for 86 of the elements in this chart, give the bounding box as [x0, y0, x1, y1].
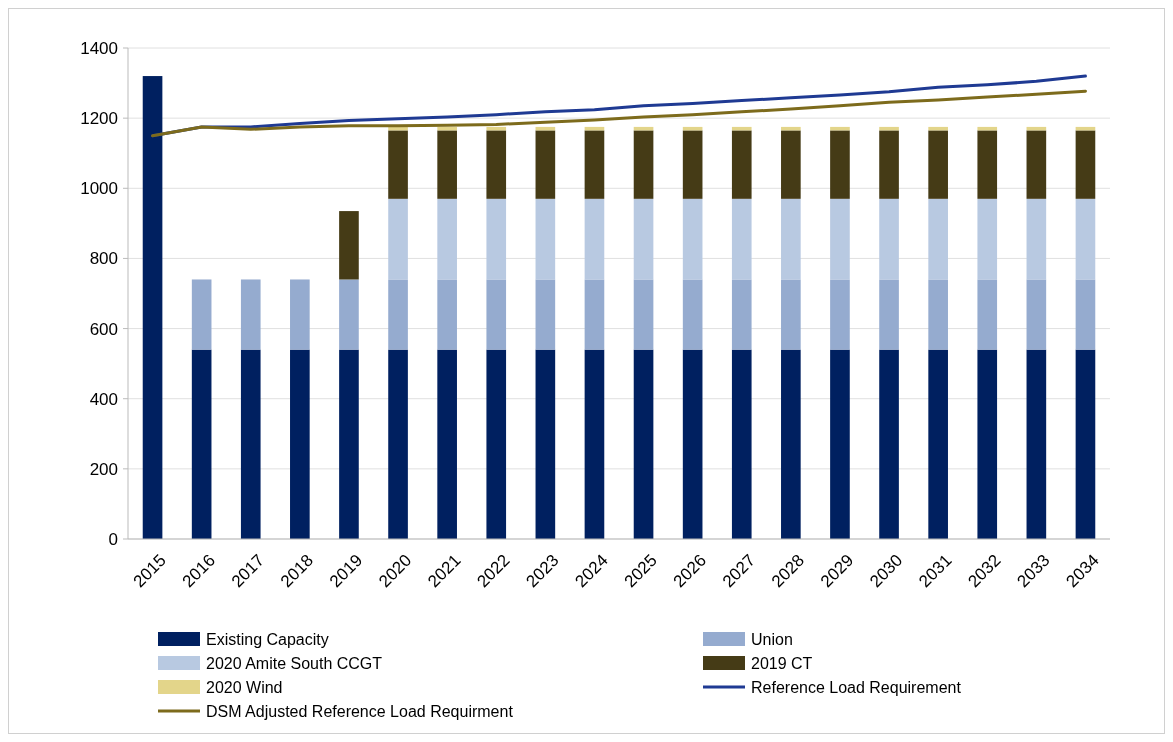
- legend-label: Union: [751, 630, 793, 648]
- bar: [928, 279, 948, 350]
- bar: [1075, 349, 1096, 539]
- legend-label: 2020 Amite South CCGT: [206, 654, 383, 672]
- bar: [879, 349, 899, 539]
- bar: [535, 198, 556, 280]
- bar: [437, 130, 457, 199]
- bar: [879, 130, 899, 199]
- bar: [388, 130, 408, 199]
- bar: [437, 279, 457, 350]
- bar: [535, 349, 556, 539]
- bar: [339, 279, 359, 350]
- bar: [781, 349, 801, 539]
- bar: [535, 130, 556, 199]
- bar: [1075, 198, 1096, 280]
- bar: [633, 349, 654, 539]
- bar: [633, 279, 654, 350]
- bar: [191, 349, 212, 539]
- bar: [142, 76, 163, 539]
- bar: [486, 198, 507, 280]
- bar: [830, 349, 850, 539]
- bar: [437, 198, 457, 280]
- y-tick-label: 1400: [80, 38, 118, 58]
- y-tick-label: 800: [89, 249, 118, 269]
- bar: [830, 198, 850, 280]
- bar: [240, 279, 261, 350]
- bar: [486, 130, 507, 199]
- bar: [339, 349, 359, 539]
- bar: [977, 130, 998, 199]
- bar: [977, 279, 998, 350]
- bar: [388, 279, 408, 350]
- bar: [682, 198, 703, 280]
- bar: [633, 198, 654, 280]
- bar: [781, 130, 801, 199]
- bar: [1075, 279, 1096, 350]
- bar: [830, 130, 850, 199]
- bar: [977, 349, 998, 539]
- bar: [584, 130, 605, 199]
- bar: [290, 279, 310, 350]
- bar: [731, 279, 752, 350]
- bar: [584, 349, 605, 539]
- y-tick-label: 0: [108, 529, 118, 549]
- bar: [633, 130, 654, 199]
- bar: [879, 279, 899, 350]
- bar: [535, 279, 556, 350]
- bar: [1075, 130, 1096, 199]
- legend-label: Reference Load Requirement: [751, 678, 962, 696]
- bar: [1026, 279, 1047, 350]
- y-tick-label: 600: [89, 319, 118, 339]
- line-series: [151, 89, 1087, 138]
- bar: [682, 349, 703, 539]
- bar: [191, 279, 212, 350]
- legend-label: Existing Capacity: [206, 630, 329, 648]
- bar: [879, 198, 899, 280]
- legend-label: 2020 Wind: [206, 678, 283, 696]
- y-tick-label: 1200: [80, 109, 118, 129]
- bar: [928, 130, 948, 199]
- bar: [388, 349, 408, 539]
- bar: [584, 198, 605, 280]
- bar: [486, 349, 507, 539]
- legend-label: DSM Adjusted Reference Load Requirment: [206, 702, 514, 720]
- legend-label: 2019 CT: [751, 654, 813, 672]
- bar: [1026, 349, 1047, 539]
- bar: [682, 130, 703, 199]
- bar: [584, 279, 605, 350]
- bar: [781, 198, 801, 280]
- y-tick-label: 1000: [80, 179, 118, 199]
- y-tick-label: 200: [89, 459, 118, 479]
- bar: [486, 279, 507, 350]
- bar: [1026, 130, 1047, 199]
- bar: [928, 198, 948, 280]
- bar: [437, 349, 457, 539]
- bar: [977, 198, 998, 280]
- bar: [731, 198, 752, 280]
- bar: [928, 349, 948, 539]
- bar: [1026, 198, 1047, 280]
- bar: [388, 198, 408, 280]
- bar: [731, 349, 752, 539]
- y-tick-label: 400: [89, 389, 118, 409]
- bar: [682, 279, 703, 350]
- bar: [339, 211, 359, 280]
- bar: [290, 349, 310, 539]
- bar: [781, 279, 801, 350]
- bar: [830, 279, 850, 350]
- bar: [731, 130, 752, 199]
- bar: [240, 349, 261, 539]
